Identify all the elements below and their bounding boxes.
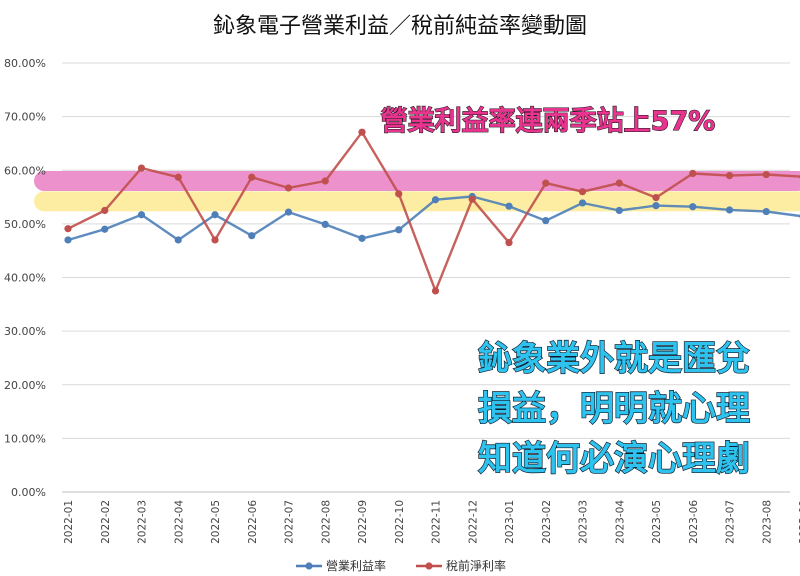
data-point (321, 177, 329, 185)
x-tick-label: 2022-03 (137, 500, 149, 544)
y-axis: 0.00% 10.00% 20.00% 30.00% 40.00% 50.00% 60.00… (4, 57, 46, 499)
x-tick-label: 2023-07 (725, 500, 737, 544)
data-point (542, 179, 550, 187)
series-line (67, 130, 800, 293)
data-point (468, 195, 476, 203)
data-point (689, 203, 697, 211)
chart-title: 鈊象電子營業利益／稅前純益率變動圖 (213, 14, 587, 39)
data-point (615, 179, 623, 187)
x-axis: 2022-01 2022-02 2022-03 2022-04 2022-05 2022-… (63, 500, 800, 544)
series-lines (64, 128, 800, 295)
gridlines (62, 62, 790, 493)
x-tick-label: 2022-12 (467, 500, 479, 544)
x-tick-label: 2023-06 (688, 500, 700, 544)
y-tick-label: 30.00% (4, 325, 46, 338)
annotation-top: 營業利益率連兩季站上57% (381, 105, 716, 137)
y-tick-label: 50.00% (4, 218, 46, 231)
x-tick-label: 2023-02 (541, 500, 553, 544)
data-point (431, 196, 440, 204)
data-point (689, 169, 697, 178)
highlight-bands (34, 170, 800, 212)
annotation-line: 損益，明明就心理 (478, 389, 750, 429)
data-point (174, 236, 182, 244)
legend-label: 營業利益率 (326, 558, 386, 573)
x-tick-label: 2023-01 (504, 500, 516, 544)
data-point (137, 164, 146, 172)
data-point (137, 211, 146, 219)
x-tick-label: 2022-10 (394, 500, 406, 544)
data-point (64, 236, 72, 244)
data-point (101, 225, 109, 233)
data-point (395, 190, 403, 198)
data-point (652, 202, 660, 210)
data-point (725, 172, 734, 180)
data-point (101, 206, 109, 215)
x-tick-label: 2023-03 (578, 500, 590, 544)
data-point (358, 234, 366, 242)
x-tick-label: 2023-04 (614, 500, 626, 544)
x-tick-label: 2022-08 (320, 500, 332, 544)
x-tick-label: 2023-09 (798, 500, 800, 544)
data-point (64, 225, 72, 233)
x-tick-label: 2022-02 (100, 500, 112, 544)
x-tick-label: 2022-06 (247, 500, 259, 544)
y-tick-label: 40.00% (4, 272, 46, 285)
y-tick-label: 10.00% (4, 432, 46, 445)
data-point (211, 211, 219, 219)
y-tick-label: 60.00% (4, 164, 46, 177)
data-point (431, 287, 440, 295)
data-point (284, 208, 293, 216)
data-point (211, 236, 219, 244)
data-point (542, 217, 550, 225)
data-point (248, 232, 256, 240)
x-tick-label: 2022-01 (63, 500, 75, 544)
legend: 營業利益率 稅前淨利率 (296, 558, 506, 573)
data-point (248, 173, 256, 181)
data-point (505, 202, 513, 210)
data-point (578, 188, 587, 196)
x-tick-label: 2022-04 (173, 500, 185, 544)
y-tick-label: 20.00% (4, 379, 46, 392)
data-point (284, 184, 293, 192)
data-point (395, 226, 403, 234)
data-point (505, 239, 513, 247)
data-point (174, 173, 182, 181)
legend-marker (425, 562, 433, 570)
y-tick-label: 80.00% (4, 57, 46, 70)
legend-label: 稅前淨利率 (446, 558, 506, 573)
data-point (725, 206, 734, 214)
x-tick-label: 2022-05 (210, 500, 222, 544)
y-tick-label: 0.00% (11, 486, 46, 499)
annotation-line: 鈊象業外就是匯兌 (478, 339, 750, 379)
data-point (615, 206, 623, 215)
y-tick-label: 70.00% (4, 111, 46, 124)
data-point (652, 193, 660, 202)
legend-marker (305, 562, 313, 570)
data-point (762, 207, 770, 216)
annotation-line: 知道何必演心理劇 (478, 439, 750, 479)
x-tick-label: 2022-09 (357, 500, 369, 544)
x-tick-label: 2022-11 (431, 500, 443, 544)
data-point (578, 199, 587, 207)
data-point (762, 170, 770, 179)
x-tick-label: 2023-05 (651, 500, 663, 544)
data-point (321, 220, 329, 229)
x-tick-label: 2023-08 (761, 500, 773, 544)
data-point (358, 128, 366, 136)
x-tick-label: 2022-07 (284, 500, 296, 544)
